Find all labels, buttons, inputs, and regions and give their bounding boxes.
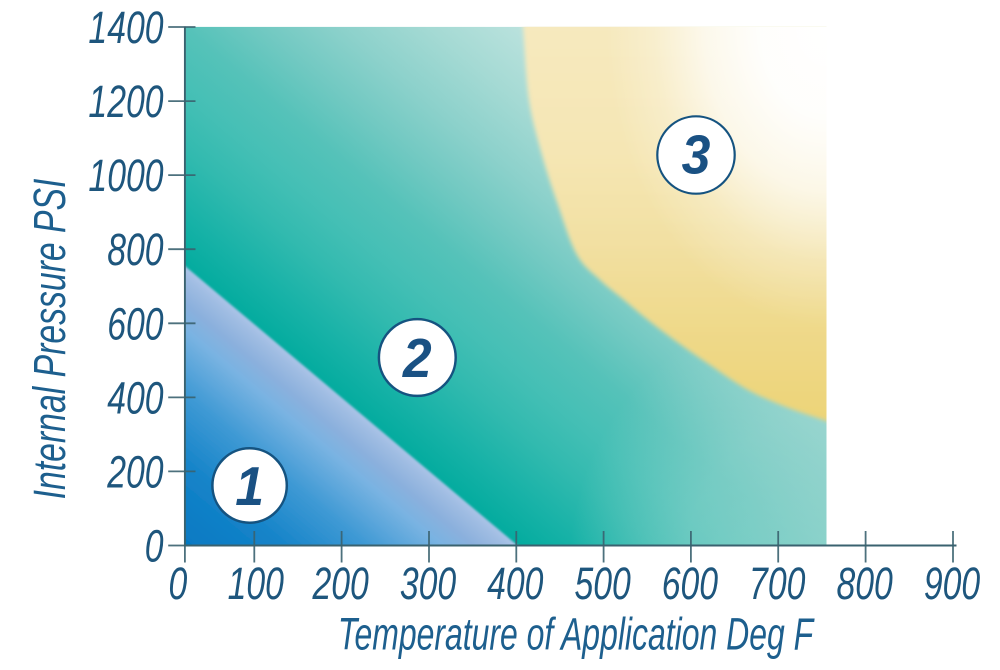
svg-text:700: 700 xyxy=(749,559,805,609)
svg-text:600: 600 xyxy=(107,300,163,350)
svg-text:300: 300 xyxy=(400,559,456,609)
svg-text:1000: 1000 xyxy=(88,152,163,202)
svg-text:3: 3 xyxy=(682,125,711,186)
svg-text:900: 900 xyxy=(924,559,980,609)
svg-text:200: 200 xyxy=(312,559,369,609)
svg-text:600: 600 xyxy=(662,559,718,609)
svg-text:200: 200 xyxy=(106,448,163,498)
svg-text:1: 1 xyxy=(235,457,264,518)
svg-text:1400: 1400 xyxy=(88,3,163,53)
svg-text:100: 100 xyxy=(228,559,284,609)
svg-text:800: 800 xyxy=(836,559,892,609)
svg-text:Temperature of Application Deg: Temperature of Application Deg F xyxy=(338,610,815,660)
svg-text:0: 0 xyxy=(169,559,188,609)
svg-text:800: 800 xyxy=(107,226,163,276)
svg-text:1200: 1200 xyxy=(88,78,163,128)
svg-text:2: 2 xyxy=(402,329,432,390)
svg-text:500: 500 xyxy=(574,559,630,609)
svg-text:400: 400 xyxy=(487,559,543,609)
svg-text:0: 0 xyxy=(145,522,164,572)
svg-text:Internal Pressure PSI: Internal Pressure PSI xyxy=(25,179,75,500)
svg-text:400: 400 xyxy=(107,374,163,424)
